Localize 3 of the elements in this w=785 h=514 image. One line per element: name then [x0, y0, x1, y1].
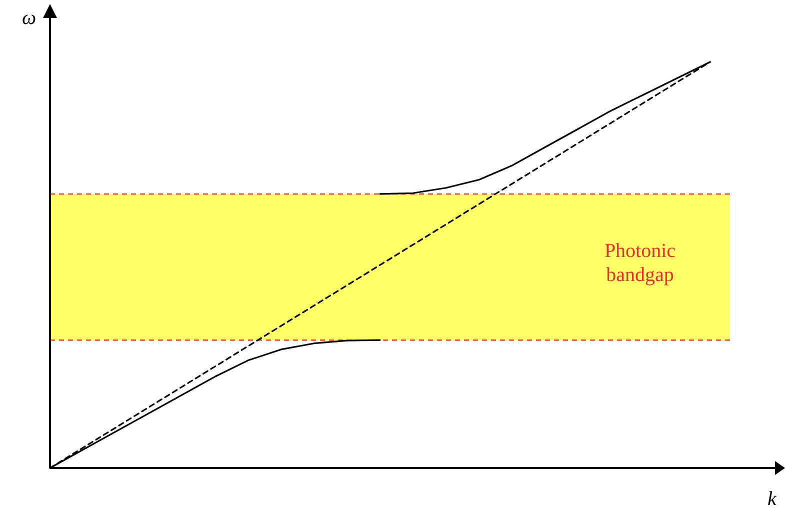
x-axis-title: k — [768, 488, 778, 510]
band-label: Photonic bandgap — [604, 240, 676, 286]
y-axis-title: ω — [22, 7, 36, 29]
